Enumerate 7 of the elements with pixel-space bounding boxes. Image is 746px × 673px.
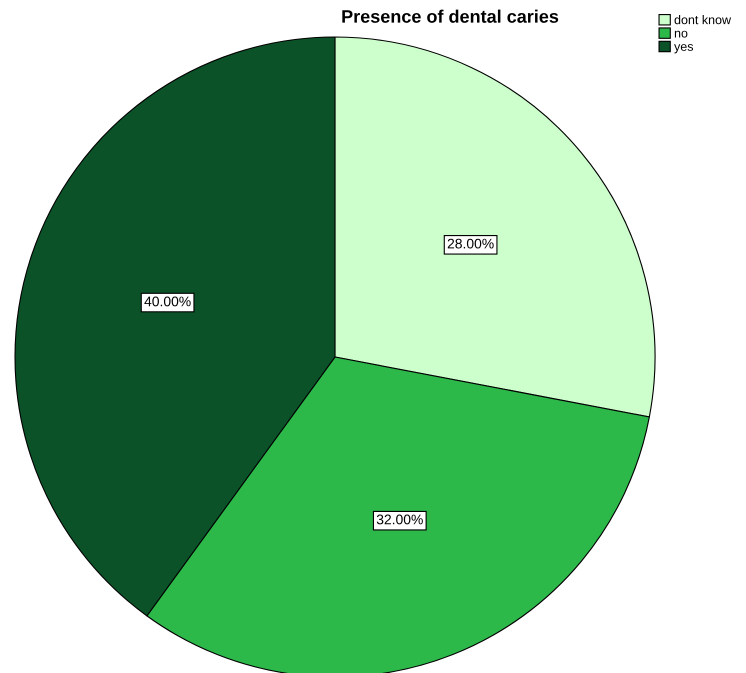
legend-label: dont know (674, 15, 732, 24)
data-label: 28.00% (448, 238, 494, 249)
legend-label: no (674, 30, 688, 38)
data-label: 32.00% (376, 514, 423, 524)
legend-label: yes (674, 44, 694, 54)
data-label: 40.00% (144, 296, 191, 306)
chart-title: Presence of dental caries (342, 10, 558, 23)
